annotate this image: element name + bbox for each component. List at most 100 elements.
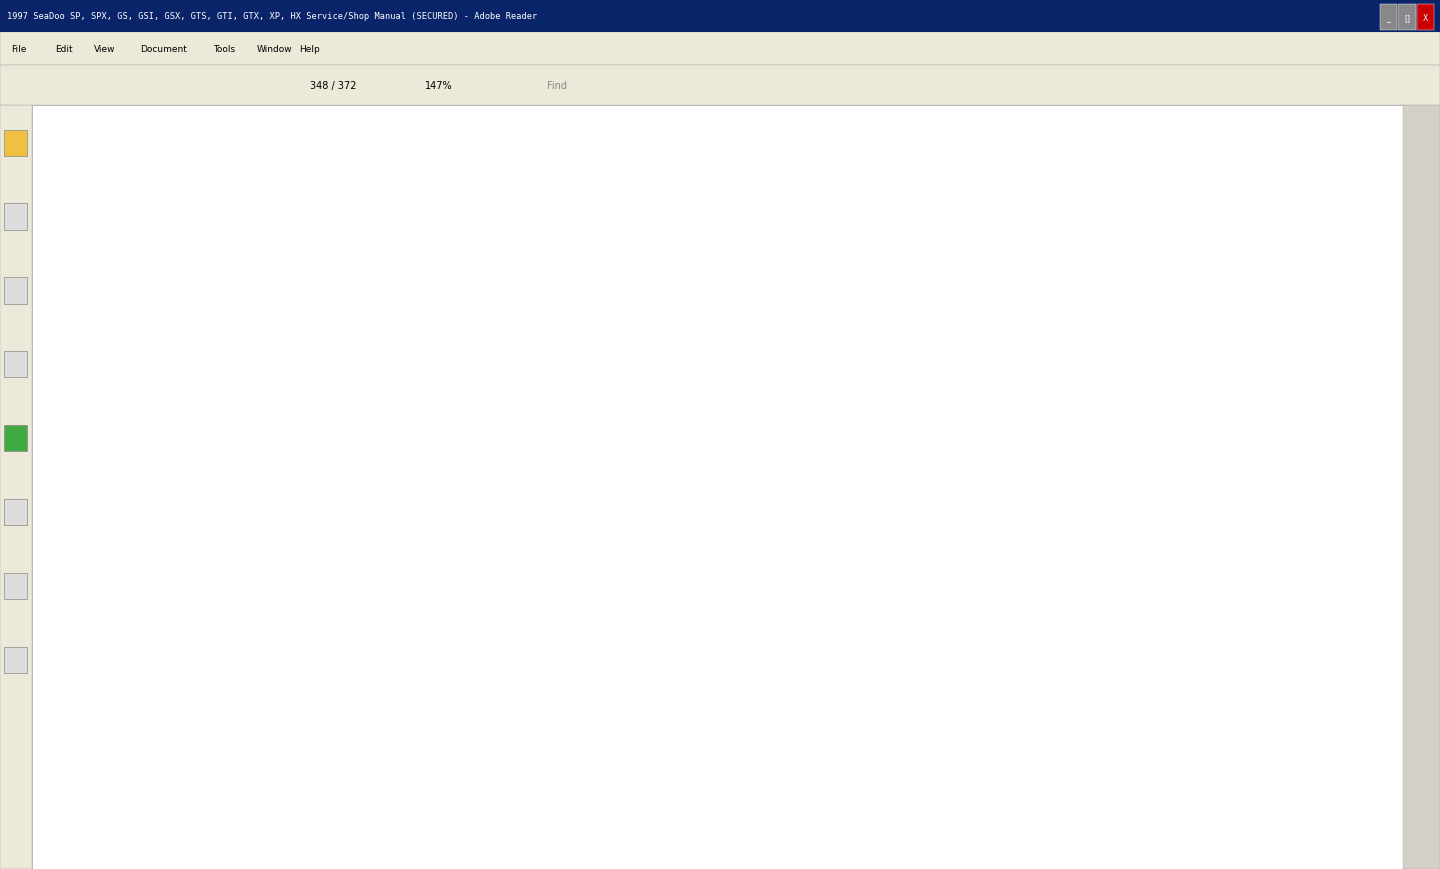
Bar — [660, 225, 690, 239]
Text: 5A: 5A — [383, 440, 395, 450]
Bar — [138, 618, 166, 632]
Text: BK: BK — [923, 408, 933, 416]
Text: 147%: 147% — [425, 81, 452, 91]
Text: BW-WH: BW-WH — [923, 363, 949, 373]
Text: Edit: Edit — [55, 45, 72, 54]
Text: -RE: -RE — [72, 188, 89, 198]
Bar — [629, 142, 649, 272]
Text: GR-WH: GR-WH — [72, 594, 98, 604]
Text: BK: BK — [72, 618, 82, 627]
Text: WH: WH — [583, 447, 593, 457]
Text: WH: WH — [1074, 235, 1084, 243]
Text: MARP.: MARP. — [361, 556, 393, 566]
Bar — [805, 122, 1315, 377]
Text: BK: BK — [1054, 127, 1063, 137]
Text: BK: BK — [815, 440, 825, 448]
Bar — [1054, 764, 1322, 813]
Text: BOX: BOX — [953, 444, 972, 454]
Bar — [138, 640, 166, 654]
Bar — [660, 145, 690, 159]
Bar — [919, 315, 1056, 515]
Text: BK: BK — [693, 245, 701, 255]
Text: BL-WH: BL-WH — [815, 469, 841, 479]
Bar — [138, 595, 166, 609]
Text: YL-WH: YL-WH — [567, 434, 576, 460]
Text: SOLENOID: SOLENOID — [948, 122, 995, 132]
Text: BW-BK: BW-BK — [815, 349, 841, 359]
Text: YL-RE: YL-RE — [693, 165, 717, 175]
Bar — [806, 142, 827, 272]
Text: BK: BK — [168, 618, 180, 627]
Text: V.T.S. MOTOR: V.T.S. MOTOR — [854, 292, 929, 302]
Text: TA: TA — [671, 129, 680, 139]
Text: BK: BK — [935, 387, 945, 395]
Bar — [842, 151, 904, 209]
Text: YL-RE: YL-RE — [168, 507, 194, 516]
Text: GR-WH: GR-WH — [815, 409, 841, 419]
Text: BK: BK — [619, 379, 631, 388]
Text: BK: BK — [769, 379, 780, 388]
Text: BL-WH: BL-WH — [72, 640, 98, 648]
Bar — [625, 225, 655, 239]
Text: REAR ELECTRICAL: REAR ELECTRICAL — [953, 432, 1043, 442]
Text: GY: GY — [72, 448, 82, 456]
Bar — [660, 205, 690, 219]
Text: RE-PU-WH: RE-PU-WH — [615, 396, 655, 406]
Text: GY: GY — [168, 474, 179, 483]
Text: RE: RE — [858, 137, 867, 147]
Text: WH-GY: WH-GY — [168, 540, 194, 548]
Text: WH: WH — [697, 184, 707, 194]
Text: BK: BK — [1076, 262, 1086, 271]
Text: RE-PU: RE-PU — [275, 164, 301, 174]
Bar — [802, 165, 832, 179]
Text: COLOR CODE: COLOR CODE — [1152, 782, 1223, 795]
Bar — [802, 245, 832, 259]
Text: Find: Find — [547, 81, 567, 91]
Text: RE: RE — [168, 425, 179, 434]
Bar — [341, 502, 534, 612]
Text: X: X — [1423, 14, 1428, 23]
Text: 1997 SeaDoo SP, SPX, GS, GSI, GSX, GTS, GTI, GTX, XP, HX Service/Shop Manual (SE: 1997 SeaDoo SP, SPX, GS, GSI, GSX, GTS, … — [7, 12, 537, 21]
Text: BK: BK — [1126, 262, 1136, 271]
Text: File: File — [12, 45, 27, 54]
Bar — [730, 379, 759, 393]
Bar — [281, 392, 337, 412]
Text: ELECTRONIC: ELECTRONIC — [361, 524, 425, 534]
Text: BK: BK — [521, 120, 530, 130]
Bar — [625, 165, 655, 179]
Text: BK: BK — [840, 204, 850, 214]
Bar — [660, 245, 690, 259]
Text: WH: WH — [592, 447, 600, 457]
Bar — [665, 142, 684, 272]
Text: RE-PU: RE-PU — [697, 144, 721, 154]
Bar — [802, 225, 832, 239]
Text: BL-WH: BL-WH — [923, 429, 949, 439]
Text: PU-WH: PU-WH — [923, 320, 949, 328]
Text: RE-PU-WH: RE-PU-WH — [693, 225, 732, 235]
Text: GR-WH: GR-WH — [168, 594, 196, 604]
Text: PU: PU — [72, 428, 82, 436]
Text: BK: BK — [1074, 127, 1083, 137]
Text: 15A: 15A — [827, 134, 844, 144]
Text: BK: BK — [168, 492, 179, 501]
Text: -BL: -BL — [72, 212, 89, 222]
Text: TA: TA — [638, 129, 648, 139]
Text: RE: RE — [874, 137, 883, 147]
Text: 348 / 372: 348 / 372 — [310, 81, 356, 91]
Bar — [625, 205, 655, 219]
Text: MODULE: MODULE — [942, 419, 982, 429]
Text: YL-RE: YL-RE — [840, 164, 864, 174]
Text: TF: TF — [613, 149, 625, 158]
Text: BL-WH: BL-WH — [168, 640, 196, 648]
Text: RE-PU-WH: RE-PU-WH — [769, 396, 809, 406]
Bar — [827, 142, 920, 217]
Bar — [1089, 202, 1166, 247]
Text: YL-RE: YL-RE — [168, 458, 194, 467]
Text: IGNITION COIL: IGNITION COIL — [1194, 182, 1270, 192]
Text: Document: Document — [140, 45, 187, 54]
Text: RE-PU: RE-PU — [693, 145, 717, 155]
Text: _: _ — [1387, 14, 1390, 23]
Text: BATTERY: BATTERY — [723, 112, 765, 122]
Text: 15A: 15A — [281, 384, 298, 394]
Text: M: M — [825, 342, 832, 355]
